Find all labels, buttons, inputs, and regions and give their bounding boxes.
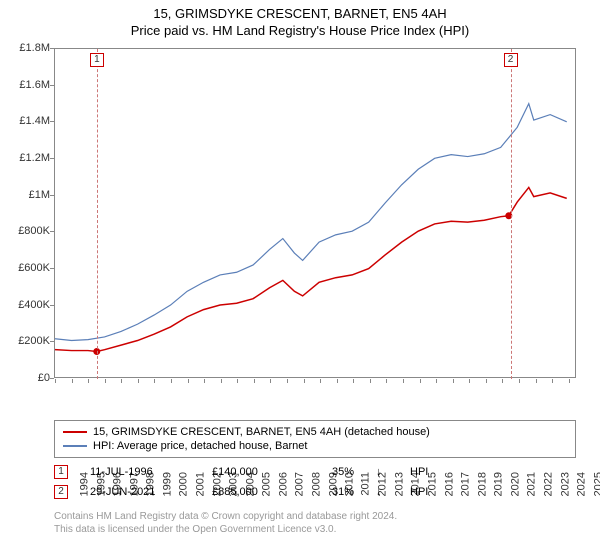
y-tick-label: £800K: [0, 225, 50, 237]
legend-label: 15, GRIMSDYKE CRESCENT, BARNET, EN5 4AH …: [93, 426, 430, 438]
footer-line: This data is licensed under the Open Gov…: [54, 523, 576, 536]
y-tick-label: £1.2M: [0, 152, 50, 164]
fact-row: 2 29-JUN-2021 £885,000 31% ↓ HPI: [54, 482, 576, 502]
chart-marker-box: 2: [504, 53, 518, 67]
marker-dropline: [97, 49, 98, 379]
attribution-footer: Contains HM Land Registry data © Crown c…: [54, 510, 576, 536]
y-tick-label: £1M: [0, 189, 50, 201]
fact-price: £140,000: [212, 466, 292, 478]
plot-svg: [55, 49, 575, 377]
fact-suffix: HPI: [410, 466, 440, 478]
y-tick-label: £1.6M: [0, 79, 50, 91]
chart-subtitle: Price paid vs. HM Land Registry's House …: [0, 21, 600, 38]
fact-row: 1 11-JUL-1996 £140,000 35% ↓ HPI: [54, 462, 576, 482]
y-tick-label: £600K: [0, 262, 50, 274]
fact-marker: 2: [54, 485, 68, 499]
fact-suffix: HPI: [410, 486, 440, 498]
legend-swatch: [63, 431, 87, 433]
fact-marker: 1: [54, 465, 68, 479]
legend-item: 15, GRIMSDYKE CRESCENT, BARNET, EN5 4AH …: [63, 425, 567, 439]
legend: 15, GRIMSDYKE CRESCENT, BARNET, EN5 4AH …: [54, 420, 576, 458]
down-arrow-icon: ↓: [376, 486, 388, 498]
fact-date: 11-JUL-1996: [90, 466, 190, 478]
fact-date: 29-JUN-2021: [90, 486, 190, 498]
x-tick-label: 2025: [592, 472, 600, 496]
series-hpi: [55, 104, 567, 341]
y-tick-label: £400K: [0, 299, 50, 311]
legend-label: HPI: Average price, detached house, Barn…: [93, 440, 307, 452]
footer-line: Contains HM Land Registry data © Crown c…: [54, 510, 576, 523]
fact-pct: 31%: [314, 486, 354, 498]
facts-table: 1 11-JUL-1996 £140,000 35% ↓ HPI 2 29-JU…: [54, 462, 576, 502]
legend-item: HPI: Average price, detached house, Barn…: [63, 439, 567, 453]
y-tick-label: £1.8M: [0, 42, 50, 54]
chart-container: 15, GRIMSDYKE CRESCENT, BARNET, EN5 4AH …: [0, 0, 600, 560]
fact-pct: 35%: [314, 466, 354, 478]
legend-swatch: [63, 445, 87, 447]
y-tick-label: £200K: [0, 335, 50, 347]
down-arrow-icon: ↓: [376, 466, 388, 478]
y-tick-label: £0: [0, 372, 50, 384]
y-tick-label: £1.4M: [0, 115, 50, 127]
plot-area: 12: [54, 48, 576, 378]
marker-dropline: [511, 49, 512, 379]
fact-price: £885,000: [212, 486, 292, 498]
chart-marker-box: 1: [90, 53, 104, 67]
chart-title: 15, GRIMSDYKE CRESCENT, BARNET, EN5 4AH: [0, 0, 600, 21]
